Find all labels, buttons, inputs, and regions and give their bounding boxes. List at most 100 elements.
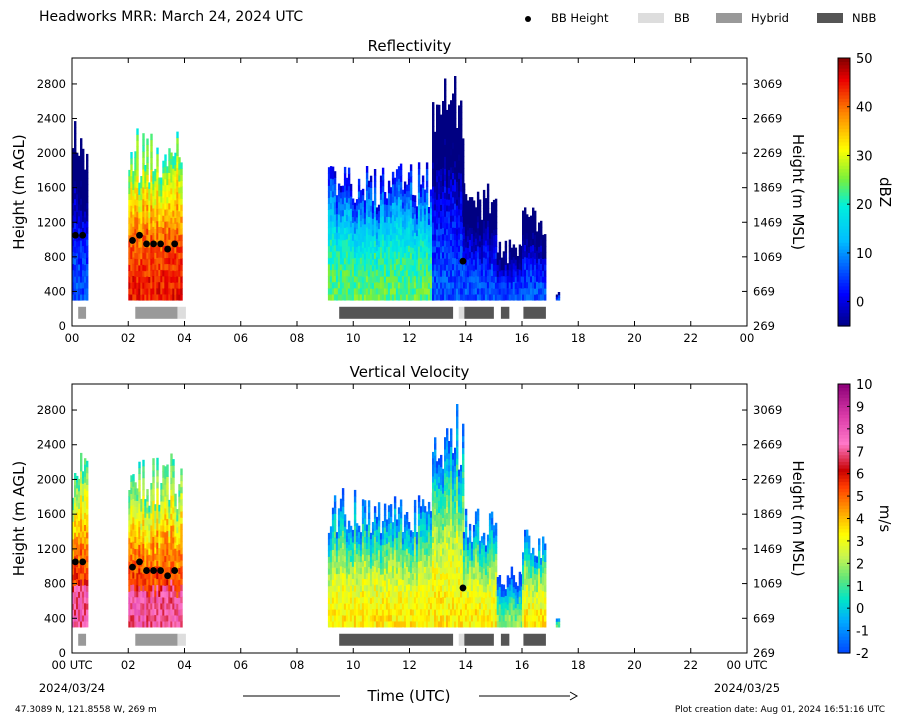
- echo-cell: [180, 198, 183, 205]
- echo-cell: [170, 471, 173, 478]
- echo-cell: [444, 168, 447, 175]
- echo-cell: [164, 166, 167, 174]
- echo-cell: [405, 287, 409, 295]
- echo-cell: [405, 257, 409, 265]
- echo-cell: [389, 258, 393, 265]
- echo-cell: [345, 196, 349, 203]
- echo-cell: [393, 502, 397, 509]
- echo-cell: [158, 596, 161, 603]
- echo-cell: [393, 537, 397, 545]
- echo-cell: [419, 202, 423, 210]
- echo-cell: [365, 184, 369, 191]
- echo-cell: [164, 221, 167, 228]
- echo-cell: [425, 222, 429, 229]
- echo-cell: [544, 288, 547, 295]
- colorbar-segment: [838, 81, 850, 86]
- echo-cell: [355, 234, 359, 242]
- echo-cell: [146, 162, 149, 169]
- echo-cell: [166, 524, 169, 532]
- echo-cell: [365, 172, 369, 179]
- echo-cell: [130, 523, 133, 531]
- echo-cell: [417, 258, 421, 265]
- echo-cell: [160, 501, 163, 508]
- echo-cell: [339, 240, 343, 247]
- echo-cell: [409, 554, 413, 561]
- echo-cell: [526, 214, 529, 221]
- echo-cell: [156, 251, 159, 258]
- echo-cell: [403, 550, 407, 557]
- echo-cell: [468, 197, 472, 204]
- echo-cell: [488, 269, 492, 276]
- echo-cell: [393, 189, 397, 197]
- echo-cell: [462, 150, 465, 157]
- echo-cell: [351, 560, 355, 567]
- echo-cell: [363, 560, 367, 568]
- echo-cell: [385, 597, 389, 604]
- echo-cell: [168, 596, 171, 604]
- echo-cell: [421, 566, 425, 573]
- echo-cell: [174, 182, 177, 189]
- echo-cell: [415, 235, 419, 242]
- echo-cell: [174, 608, 177, 616]
- echo-cell: [385, 240, 389, 247]
- echo-cell: [391, 171, 395, 179]
- echo-cell: [333, 263, 337, 270]
- echo-cell: [347, 573, 351, 581]
- echo-cell: [407, 239, 411, 246]
- echo-cell: [345, 547, 349, 555]
- echo-cell: [365, 548, 369, 556]
- echo-cell: [162, 471, 165, 478]
- echo-cell: [365, 239, 369, 246]
- echo-cell: [405, 608, 409, 616]
- echo-cell: [446, 258, 449, 265]
- echo-cell: [333, 214, 337, 221]
- echo-cell: [329, 269, 333, 277]
- echo-cell: [72, 196, 75, 204]
- echo-cell: [434, 222, 437, 229]
- echo-cell: [349, 269, 353, 277]
- echo-cell: [144, 505, 147, 512]
- echo-cell: [128, 205, 131, 212]
- echo-cell: [80, 210, 83, 217]
- echo-cell: [339, 614, 343, 622]
- echo-cell: [427, 507, 431, 515]
- echo-cell: [78, 496, 81, 504]
- echo-cell: [327, 574, 331, 581]
- echo-cell: [331, 513, 335, 521]
- echo-cell: [407, 546, 411, 554]
- echo-cell: [383, 574, 387, 581]
- echo-cell: [142, 216, 145, 224]
- echo-cell: [142, 180, 145, 188]
- echo-cell: [337, 621, 341, 628]
- echo-cell: [432, 102, 435, 109]
- echo-cell: [476, 288, 480, 295]
- echo-cell: [154, 264, 157, 271]
- echo-cell: [492, 270, 496, 277]
- echo-cell: [379, 234, 383, 242]
- echo-cell: [381, 615, 385, 622]
- echo-cell: [333, 525, 337, 532]
- echo-cell: [361, 241, 365, 248]
- echo-cell: [438, 240, 441, 248]
- echo-cell: [421, 596, 425, 604]
- echo-cell: [403, 538, 407, 545]
- echo-cell: [538, 258, 541, 265]
- echo-cell: [74, 567, 77, 575]
- echo-cell: [381, 173, 385, 181]
- echo-cell: [425, 596, 429, 604]
- echo-cell: [359, 202, 363, 209]
- echo-cell: [128, 555, 131, 562]
- echo-cell: [351, 234, 355, 241]
- echo-cell: [170, 465, 173, 472]
- echo-cell: [331, 184, 335, 192]
- echo-cell: [391, 522, 395, 529]
- echo-cell: [343, 288, 347, 295]
- echo-cell: [446, 210, 449, 218]
- echo-cell: [162, 275, 165, 283]
- echo-cell: [176, 532, 179, 540]
- echo-cell: [150, 507, 153, 514]
- echo-cell: [387, 596, 391, 604]
- echo-cell: [452, 178, 455, 186]
- echo-cell: [76, 566, 79, 573]
- echo-cell: [365, 566, 369, 574]
